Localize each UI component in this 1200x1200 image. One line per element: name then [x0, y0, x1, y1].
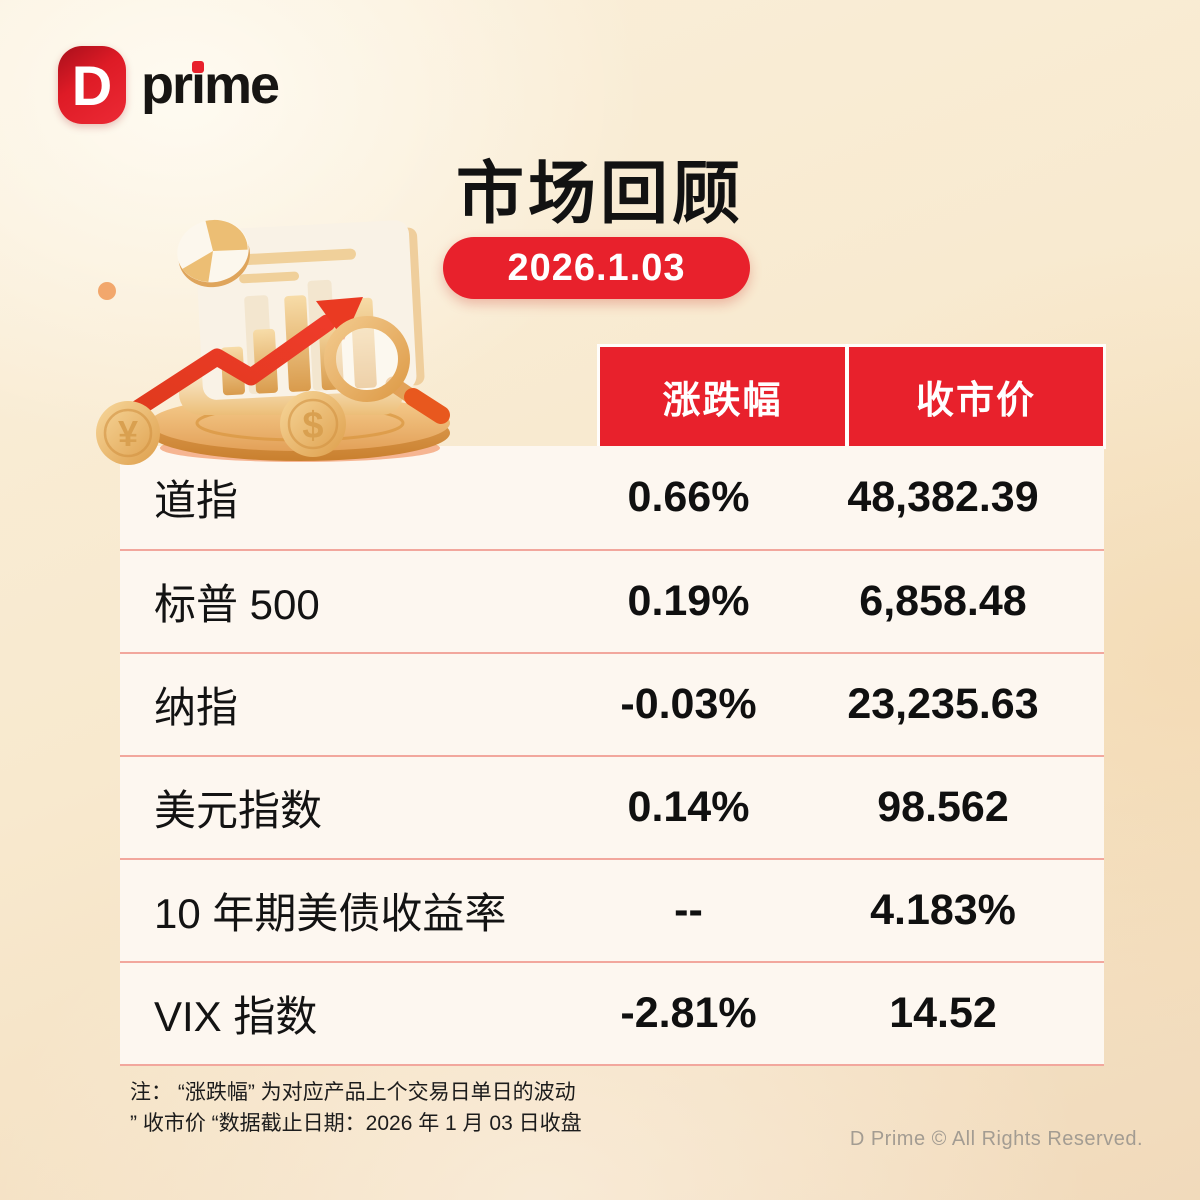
row-change-value: --	[674, 886, 703, 934]
up-trend-arrow-icon	[128, 297, 363, 418]
row-close-value: 14.52	[889, 989, 997, 1037]
dollar-symbol: $	[302, 405, 323, 447]
yen-symbol: ¥	[118, 413, 138, 454]
chart-board	[195, 220, 425, 400]
row-change-value: 0.14%	[627, 783, 750, 831]
column-header-change: 涨跌幅	[600, 347, 845, 446]
logo-d-mark-icon: D	[58, 46, 126, 124]
footnote-line2: ” 收市价 “数据截止日期：2026 年 1 月 03 日收盘	[130, 1112, 582, 1135]
row-close-value: 48,382.39	[847, 473, 1039, 521]
table-row: 标普 500 0.19% 6,858.48	[120, 549, 1104, 652]
table-row: VIX 指数 -2.81% 14.52	[120, 961, 1104, 1064]
row-close-value: 6,858.48	[859, 577, 1027, 625]
footnotes: 注： “涨跌幅” 为对应产品上个交易日单日的波动 ” 收市价 “数据截止日期：2…	[130, 1077, 582, 1139]
row-change-value: -0.03%	[620, 680, 757, 728]
dollar-coin-icon: $	[280, 391, 346, 457]
floating-dot	[98, 282, 116, 300]
logo-i-dot	[191, 61, 204, 73]
page-title: 市场回顾	[455, 156, 744, 232]
market-growth-3d-illustration: ¥ $	[96, 219, 450, 465]
row-change-value: -2.81%	[620, 989, 757, 1037]
row-close-value: 23,235.63	[847, 680, 1039, 728]
row-label: 道指	[154, 477, 239, 524]
table-row: 美元指数 0.14% 98.562	[120, 755, 1104, 858]
row-change-value: 0.19%	[627, 577, 750, 625]
yen-coin-icon: ¥	[96, 401, 160, 465]
logo-mark-letter: D	[71, 53, 113, 117]
table-row: 道指 0.66% 48,382.39	[120, 446, 1104, 549]
row-label: 10 年期美债收益率	[154, 890, 507, 937]
column-header-close: 收市价	[849, 347, 1103, 446]
magnifier-icon	[324, 316, 450, 424]
pie-chart-icon	[177, 219, 250, 288]
logo: D prı me	[58, 46, 280, 124]
date-badge: 2026.1.03	[443, 237, 750, 299]
row-change-value: 0.66%	[627, 473, 750, 521]
table-row: 10 年期美债收益率 -- 4.183%	[120, 858, 1104, 961]
logo-text: prı me	[141, 55, 280, 115]
row-label: 纳指	[154, 684, 239, 731]
table-row: 纳指 -0.03% 23,235.63	[120, 652, 1104, 755]
footnote-line1: 注： “涨跌幅” 为对应产品上个交易日单日的波动	[130, 1081, 576, 1104]
table-body: 道指 0.66% 48,382.39 标普 500 0.19% 6,858.48…	[120, 446, 1104, 1066]
copyright: D Prime © All Rights Reserved.	[849, 1128, 1143, 1150]
row-label: 标普 500	[154, 581, 320, 628]
row-label: VIX 指数	[154, 993, 318, 1040]
row-label: 美元指数	[154, 787, 323, 834]
row-close-value: 4.183%	[870, 886, 1016, 934]
row-close-value: 98.562	[877, 783, 1009, 831]
